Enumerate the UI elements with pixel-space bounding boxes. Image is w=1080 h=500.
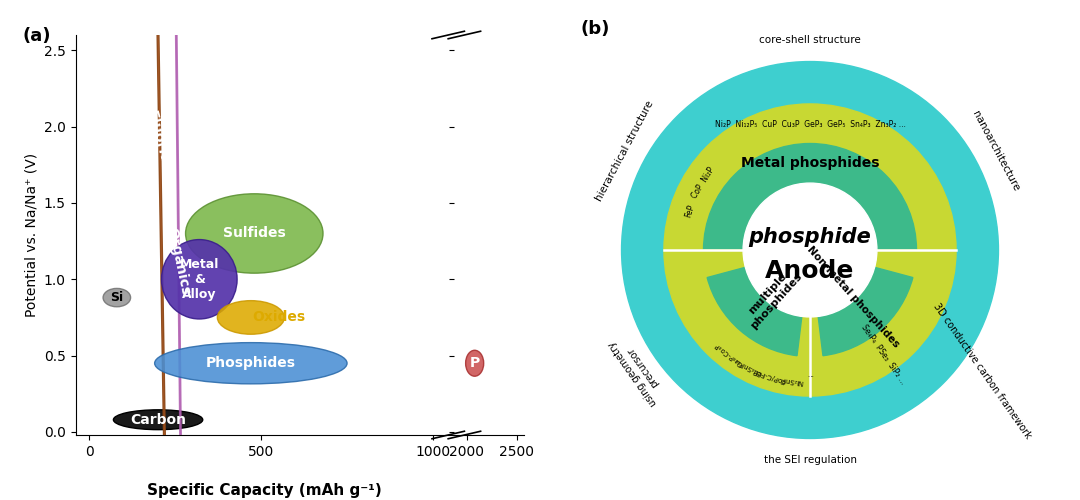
Ellipse shape bbox=[148, 0, 210, 500]
Text: Cu₃P-Co₃P: Cu₃P-Co₃P bbox=[714, 341, 744, 367]
Ellipse shape bbox=[113, 410, 203, 430]
Ellipse shape bbox=[154, 342, 347, 384]
Text: Non-metal phosphides: Non-metal phosphides bbox=[806, 244, 902, 350]
Text: nanoarchitecture: nanoarchitecture bbox=[970, 110, 1021, 193]
Wedge shape bbox=[810, 250, 913, 356]
Y-axis label: Potential vs. Na/Na⁺ (V): Potential vs. Na/Na⁺ (V) bbox=[25, 153, 38, 317]
Wedge shape bbox=[703, 250, 810, 356]
Text: Anode: Anode bbox=[766, 258, 854, 282]
Text: the SEI regulation: the SEI regulation bbox=[764, 455, 856, 465]
Text: Sulfides: Sulfides bbox=[222, 226, 286, 240]
Text: phosphide: phosphide bbox=[748, 227, 872, 247]
Wedge shape bbox=[707, 250, 810, 356]
Wedge shape bbox=[810, 250, 917, 356]
Text: Fluorides: Fluorides bbox=[144, 110, 176, 184]
Ellipse shape bbox=[186, 194, 323, 273]
Text: hierarchical structure: hierarchical structure bbox=[594, 100, 656, 204]
Ellipse shape bbox=[465, 350, 484, 376]
Text: P: P bbox=[470, 356, 480, 370]
Circle shape bbox=[664, 104, 956, 396]
Text: Oxides: Oxides bbox=[252, 310, 305, 324]
Text: Organics: Organics bbox=[164, 226, 192, 296]
Wedge shape bbox=[703, 144, 917, 250]
Text: 3D conductive carbon framework: 3D conductive carbon framework bbox=[931, 301, 1032, 440]
Text: Phosphides: Phosphides bbox=[206, 356, 296, 370]
Text: Metal
&
Alloy: Metal & Alloy bbox=[179, 258, 219, 301]
Text: CoP/C-FeP: CoP/C-FeP bbox=[752, 367, 786, 384]
Text: Specific Capacity (mAh g⁻¹): Specific Capacity (mAh g⁻¹) bbox=[147, 483, 382, 498]
Circle shape bbox=[621, 62, 999, 438]
Text: Cu₄SnP₁₀: Cu₄SnP₁₀ bbox=[733, 356, 762, 376]
Text: Ni₂P  Ni₁₂P₅  CuP  Cu₃P  GeP₃  GeP₅  Sn₄P₃  Zn₃P₂ ...: Ni₂P Ni₁₂P₅ CuP Cu₃P GeP₃ GeP₅ Sn₄P₃ Zn₃… bbox=[715, 120, 905, 129]
Text: Carbon: Carbon bbox=[130, 412, 186, 426]
Text: CoP  Ni₂P: CoP Ni₂P bbox=[690, 166, 716, 200]
Text: Se₄P₄  PSe₃  SiP₂ ...: Se₄P₄ PSe₃ SiP₂ ... bbox=[860, 324, 907, 386]
Text: using geometry
precursor: using geometry precursor bbox=[607, 333, 669, 408]
Text: Metal phosphides: Metal phosphides bbox=[741, 156, 879, 170]
Ellipse shape bbox=[103, 288, 131, 307]
Text: multiple
phosphides: multiple phosphides bbox=[741, 264, 805, 331]
Text: FeP: FeP bbox=[684, 204, 697, 218]
Text: ...: ... bbox=[807, 372, 813, 381]
Text: Ni₂SnP: Ni₂SnP bbox=[780, 376, 804, 385]
Ellipse shape bbox=[162, 240, 238, 319]
Circle shape bbox=[743, 183, 877, 317]
Text: core-shell structure: core-shell structure bbox=[759, 35, 861, 45]
Text: Si: Si bbox=[110, 291, 123, 304]
Text: (a): (a) bbox=[23, 27, 51, 45]
Ellipse shape bbox=[217, 300, 284, 334]
Ellipse shape bbox=[135, 0, 185, 500]
Text: (b): (b) bbox=[580, 20, 609, 38]
